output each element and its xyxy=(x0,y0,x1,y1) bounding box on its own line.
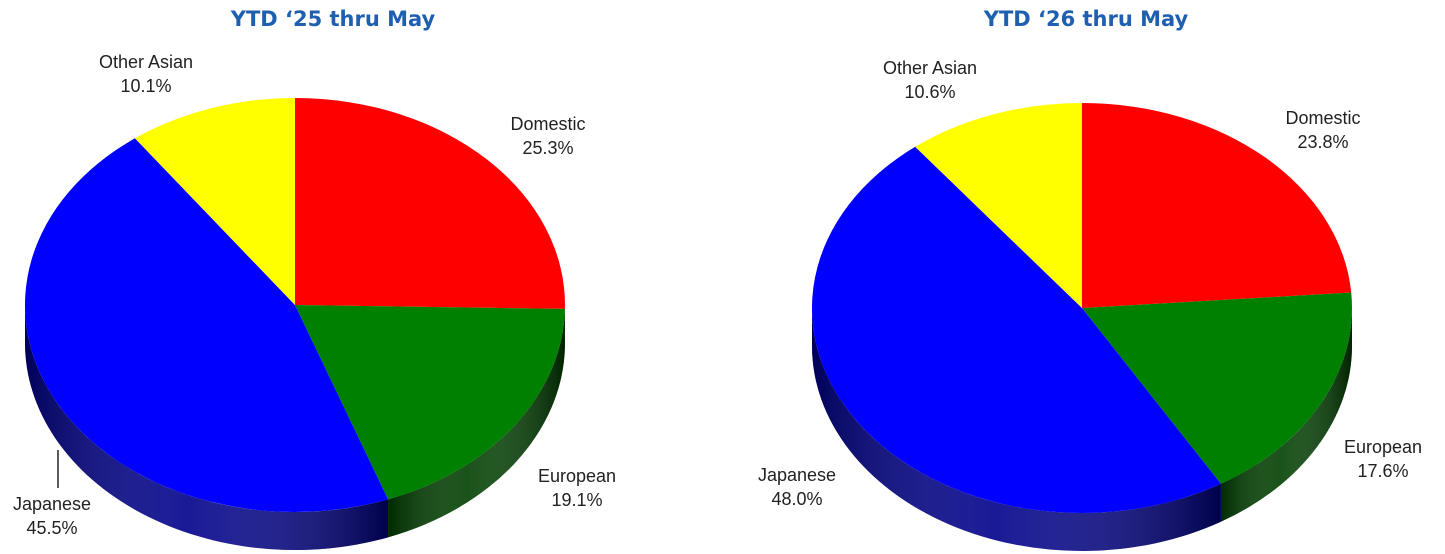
pie-slice-domestic xyxy=(1082,103,1352,308)
pie-slice-european xyxy=(1082,292,1352,484)
slice-value-domestic: 23.8% xyxy=(1297,132,1348,152)
slice-value-european: 19.1% xyxy=(551,490,602,510)
pie-side-shade-japanese xyxy=(812,308,1221,551)
pie-slice-other-asian xyxy=(134,98,295,305)
slice-value-domestic: 25.3% xyxy=(522,138,573,158)
pie-slice-other-asian xyxy=(915,103,1082,308)
pie-chart-1: YTD ‘25 thru May Domestic 25.3% European 19.… xyxy=(13,7,616,550)
pie-side-shade-european xyxy=(1220,308,1352,522)
slice-value-other-asian: 10.6% xyxy=(904,82,955,102)
pie-slice-domestic xyxy=(295,98,565,309)
slice-label-domestic: Domestic xyxy=(1285,108,1360,128)
slice-label-european: European xyxy=(538,466,616,486)
slice-value-japanese: 45.5% xyxy=(26,518,77,538)
pie-side-shade-japanese xyxy=(25,305,389,550)
slice-label-other-asian: Other Asian xyxy=(99,52,193,72)
chart-title: YTD ‘26 thru May xyxy=(983,7,1189,31)
slice-label-japanese: Japanese xyxy=(13,494,91,514)
pie-chart-2: YTD ‘26 thru May Domestic 23.8% European 17.… xyxy=(758,7,1422,551)
pie-side-walls xyxy=(812,308,1352,551)
pie-side-walls xyxy=(25,305,565,550)
pie-slice-japanese xyxy=(25,138,389,512)
pie-slice-japanese xyxy=(811,146,1221,514)
chart-title: YTD ‘25 thru May xyxy=(230,7,436,31)
slice-value-japanese: 48.0% xyxy=(771,489,822,509)
slice-value-other-asian: 10.1% xyxy=(120,76,171,96)
slice-label-japanese: Japanese xyxy=(758,465,836,485)
pie-side-shade-european xyxy=(388,308,565,538)
pie-slice-european xyxy=(295,305,565,500)
slice-label-domestic: Domestic xyxy=(510,114,585,134)
slice-value-european: 17.6% xyxy=(1357,461,1408,481)
slice-label-european: European xyxy=(1344,437,1422,457)
slice-label-other-asian: Other Asian xyxy=(883,58,977,78)
